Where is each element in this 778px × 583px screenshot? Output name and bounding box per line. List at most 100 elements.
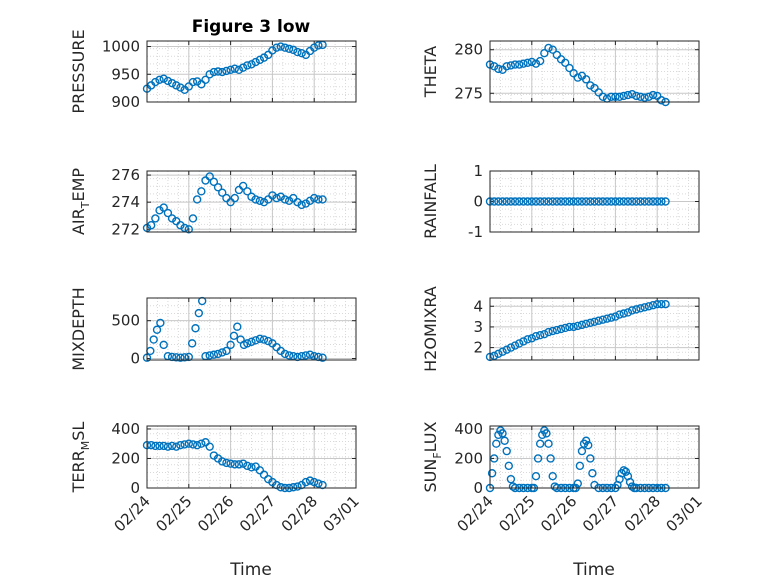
data-point-h2omixra xyxy=(535,331,545,340)
data-point-pressure xyxy=(264,50,273,60)
data-point-pressure xyxy=(226,65,235,75)
y-axis-label-air_temp: AIRTEMP xyxy=(69,168,92,235)
data-point-pressure xyxy=(272,43,281,52)
data-point-sun_flux xyxy=(504,461,514,471)
data-point-rainfall xyxy=(569,197,578,206)
data-point-air_temp xyxy=(163,208,173,218)
y-label-main: MIXDEPTH xyxy=(69,287,88,370)
data-point-mixdepth xyxy=(191,324,200,333)
y-label-main: THETA xyxy=(421,46,440,98)
data-point-mixdepth xyxy=(247,337,256,347)
data-point-mixdepth xyxy=(159,340,168,350)
data-point-pressure xyxy=(167,78,177,88)
data-point-terr_msl xyxy=(238,459,248,468)
data-point-air_temp xyxy=(176,221,185,230)
y-label-main: TERR xyxy=(69,450,88,493)
data-point-pressure xyxy=(201,75,210,85)
data-point-h2omixra xyxy=(515,339,524,348)
data-point-theta xyxy=(586,81,595,90)
data-point-h2omixra xyxy=(498,347,507,356)
y-label-main: RAINFALL xyxy=(421,164,440,239)
data-point-sun_flux xyxy=(546,454,555,463)
data-point-theta xyxy=(502,62,511,71)
data-point-mixdepth xyxy=(251,336,260,345)
data-point-h2omixra xyxy=(531,332,541,341)
subplot-air_temp: 272 274 276 AIRTEMP xyxy=(69,166,357,238)
y-tick-label: 900 xyxy=(111,93,140,111)
data-point-theta xyxy=(615,92,624,101)
data-point-sun_flux xyxy=(584,440,593,450)
data-point-h2omixra xyxy=(602,314,612,323)
x-tick-label: 03/01 xyxy=(320,492,363,535)
y-tick-label: 950 xyxy=(111,65,140,83)
data-point-theta xyxy=(569,69,578,78)
data-point-terr_msl xyxy=(192,440,202,450)
x-tick-label: 02/25 xyxy=(152,492,195,535)
data-point-rainfall xyxy=(619,197,628,206)
data-point-mixdepth xyxy=(218,348,227,357)
data-point-theta xyxy=(515,60,524,69)
data-point-theta xyxy=(648,90,658,100)
y-axis-label-mixdepth: MIXDEPTH xyxy=(69,287,88,370)
y-tick-label: 0 xyxy=(473,193,483,211)
data-point-h2omixra xyxy=(494,349,503,358)
data-point-terr_msl xyxy=(159,441,168,451)
data-point-pressure xyxy=(218,67,227,77)
data-point-rainfall xyxy=(632,197,641,206)
data-point-terr_msl xyxy=(205,442,214,451)
x-tick-label: 02/27 xyxy=(579,492,622,535)
data-point-mixdepth xyxy=(172,353,181,362)
y-label-main: AIR xyxy=(69,208,88,235)
data-point-mixdepth xyxy=(226,340,235,350)
data-point-air_temp xyxy=(238,181,248,191)
data-point-air_temp xyxy=(192,195,202,204)
x-tick-label: 02/27 xyxy=(236,492,279,535)
data-point-pressure xyxy=(155,75,164,85)
data-point-terr_msl xyxy=(172,442,181,451)
data-point-air_temp xyxy=(205,172,214,181)
data-point-sun_flux xyxy=(548,471,557,481)
data-point-theta xyxy=(527,57,536,67)
data-point-rainfall xyxy=(527,197,536,206)
data-point-sun_flux xyxy=(531,471,541,481)
data-point-terr_msl xyxy=(146,440,156,450)
x-axis-label-right: Time xyxy=(572,560,615,580)
data-point-h2omixra xyxy=(523,335,532,344)
data-point-theta xyxy=(540,49,549,58)
data-point-rainfall xyxy=(640,197,649,206)
data-point-air_temp xyxy=(151,214,160,223)
data-point-terr_msl xyxy=(180,440,189,449)
data-point-mixdepth xyxy=(264,336,273,346)
data-point-h2omixra xyxy=(632,305,641,314)
data-point-pressure xyxy=(222,66,231,76)
data-point-theta xyxy=(531,59,541,68)
data-point-air_temp xyxy=(268,191,277,200)
data-point-pressure xyxy=(289,45,298,55)
data-point-theta xyxy=(657,96,666,105)
data-point-terr_msl xyxy=(301,477,311,487)
data-point-h2omixra xyxy=(586,318,595,327)
data-point-air_temp xyxy=(218,188,227,197)
axes-frame xyxy=(489,170,700,233)
y-label-main: SUN xyxy=(421,459,440,493)
data-point-pressure xyxy=(151,77,160,87)
data-point-terr_msl xyxy=(243,461,252,471)
x-tick-label: 02/25 xyxy=(495,492,538,535)
data-point-air_temp xyxy=(243,187,252,196)
data-point-h2omixra xyxy=(623,308,633,317)
data-point-theta xyxy=(573,73,582,82)
subplot-rainfall: -1 0 1 RAINFALL xyxy=(421,162,700,241)
data-point-air_temp xyxy=(184,225,194,234)
y-axis-label-pressure: PRESSURE xyxy=(69,29,88,113)
data-point-pressure xyxy=(284,44,294,53)
data-point-theta xyxy=(611,92,620,101)
data-point-air_temp xyxy=(314,195,323,204)
data-point-terr_msl xyxy=(176,440,185,450)
axes-frame xyxy=(489,297,700,361)
y-axis-label-rainfall: RAINFALL xyxy=(421,164,440,239)
data-point-h2omixra xyxy=(544,327,553,337)
data-point-terr_msl xyxy=(222,458,231,468)
data-point-mixdepth xyxy=(280,349,290,359)
